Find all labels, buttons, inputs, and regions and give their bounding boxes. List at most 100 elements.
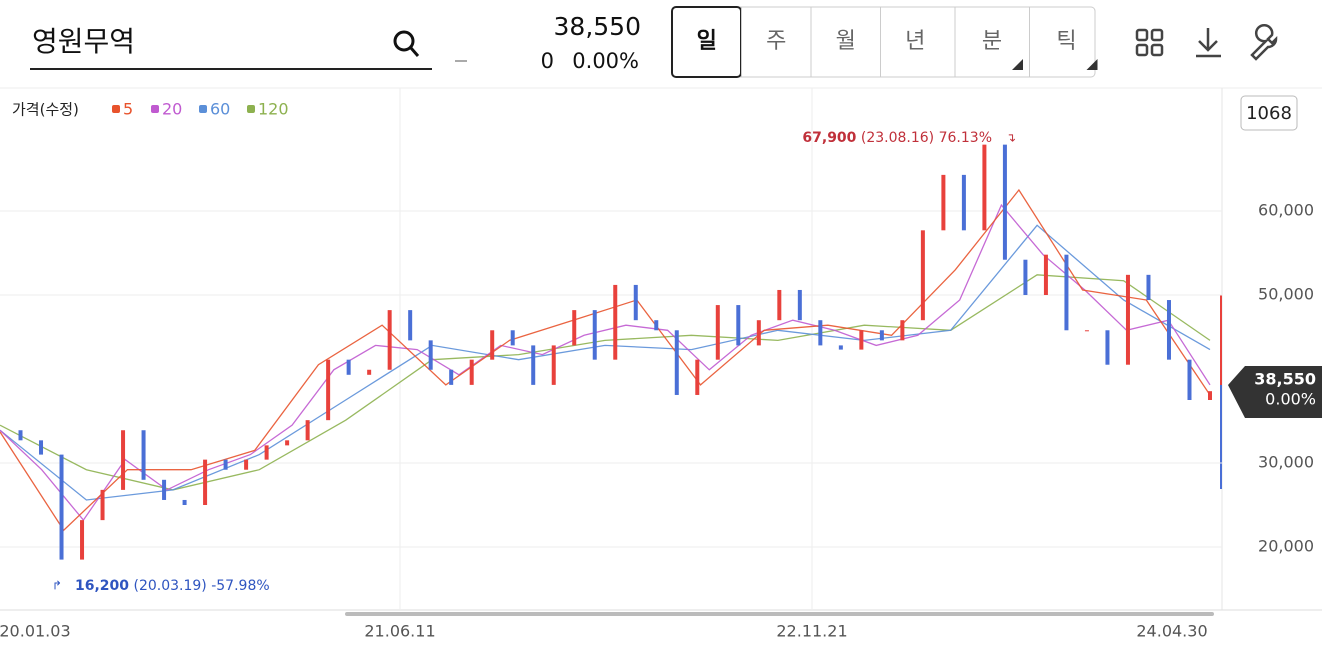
candle (777, 289, 782, 321)
max-pct: 76.13% (939, 130, 992, 146)
candle (1064, 254, 1069, 331)
last-price-box (1228, 366, 1322, 418)
legend-swatch[interactable] (112, 105, 120, 113)
candle (572, 310, 577, 346)
candle (39, 440, 44, 455)
candle (59, 454, 64, 560)
period-tab[interactable]: 틱 (1056, 29, 1076, 54)
candle (879, 330, 884, 341)
candle (346, 359, 351, 375)
candle (1146, 274, 1151, 301)
max-arrow: ↴ (1006, 131, 1016, 145)
candle (695, 359, 700, 395)
candle (264, 445, 269, 460)
tabs-frame (671, 6, 1096, 78)
candle (428, 340, 433, 370)
candle (18, 430, 23, 441)
legend-swatch[interactable] (199, 105, 207, 113)
y-tick-label: 60,000 (1258, 201, 1314, 220)
candle (1187, 359, 1192, 401)
candle (920, 230, 925, 321)
candle (1208, 391, 1212, 401)
candle (285, 440, 290, 446)
candle (449, 369, 454, 385)
candle (223, 459, 228, 470)
min-annotation: 16,200 (20.03.19) -57.98% (75, 578, 270, 594)
legend-swatch[interactable] (247, 105, 255, 113)
candle (1125, 274, 1130, 365)
candle (654, 320, 659, 331)
ma-line (0, 274, 1211, 491)
x-tick-label: 21.06.11 (364, 622, 435, 641)
layout-icon[interactable] (1135, 28, 1164, 57)
candle (1166, 300, 1171, 360)
search-icon[interactable] (393, 30, 420, 57)
y-tick-label: 30,000 (1258, 453, 1314, 472)
period-tab[interactable]: 주 (766, 29, 786, 54)
download-icon[interactable] (1196, 28, 1221, 58)
candle (1023, 259, 1028, 296)
period-tab[interactable]: 년 (905, 29, 925, 54)
legend-label[interactable]: 20 (162, 100, 182, 119)
legend-swatch[interactable] (151, 105, 159, 113)
candle (490, 330, 495, 360)
candle (838, 345, 843, 350)
min-arrow: ↱ (52, 579, 62, 593)
change: 0 (541, 49, 554, 73)
max-annotation: 67,900 (23.08.16) 76.13% (802, 130, 992, 146)
period-tab[interactable]: 일 (697, 29, 717, 54)
candle (1105, 330, 1110, 365)
min-pct: -57.98% (211, 578, 269, 594)
last-pct: 0.00% (1265, 390, 1316, 409)
tab-submenu-mark (1086, 59, 1098, 70)
legend-label[interactable]: 5 (123, 100, 133, 119)
candle (203, 459, 208, 506)
candle (900, 320, 905, 341)
candle (326, 359, 331, 421)
candle (592, 310, 597, 360)
candle (100, 489, 105, 521)
x-tick-label: 20.01.03 (0, 622, 71, 641)
candle (162, 479, 167, 500)
candle (941, 174, 946, 231)
candle (408, 310, 413, 341)
candle (80, 520, 85, 560)
candle (367, 369, 372, 375)
ma-line (0, 203, 1211, 522)
period-tab[interactable]: 분 (982, 29, 1002, 54)
candle (510, 330, 515, 346)
x-tick-label: 22.11.21 (776, 622, 847, 641)
max-date: (23.08.16) (861, 130, 934, 146)
candle (1002, 144, 1007, 260)
candle (715, 305, 720, 360)
candle (182, 499, 187, 506)
current-price: 38,550 (554, 12, 641, 41)
count-box[interactable] (1240, 95, 1298, 131)
plot: 60,000 50,000 30,000 20,000 20.01.03 21.06.11… (0, 88, 1314, 641)
candle (141, 430, 146, 480)
candle (961, 174, 966, 231)
candle (797, 289, 802, 321)
change-pct: 0.00% (572, 49, 639, 73)
candle (736, 305, 741, 346)
tab-submenu-mark (1012, 59, 1023, 70)
candle (469, 359, 474, 385)
candle (1043, 254, 1048, 296)
y-tick-label: 20,000 (1258, 537, 1314, 556)
period-tab[interactable]: 월 (836, 29, 856, 54)
candle (633, 284, 638, 321)
candle (756, 320, 761, 346)
settings-icon[interactable] (1250, 23, 1278, 61)
legend-label[interactable]: 60 (210, 100, 230, 119)
candle (387, 310, 392, 370)
count: 1068 (1246, 103, 1292, 124)
candle (613, 284, 618, 360)
legend-label[interactable]: 120 (258, 100, 289, 119)
x-tick-label: 24.04.30 (1136, 622, 1207, 641)
search-text[interactable]: 영원무역 (32, 25, 135, 58)
min-price: 16,200 (75, 578, 129, 594)
ma-line (0, 188, 1211, 532)
max-price: 67,900 (802, 130, 856, 146)
